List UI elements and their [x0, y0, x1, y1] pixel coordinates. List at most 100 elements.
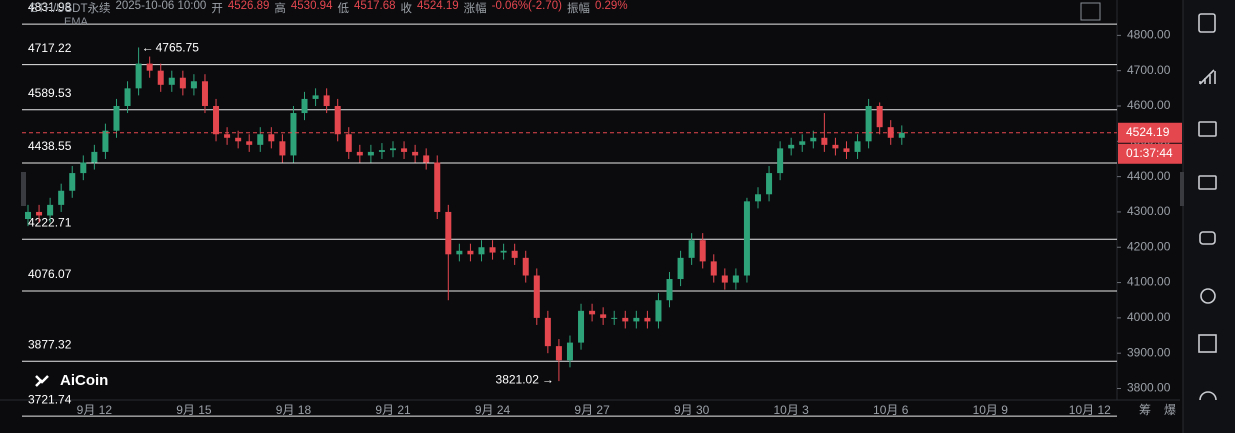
field-value: 0.29%: [594, 0, 628, 12]
y-tick-label: 4800.00: [1127, 28, 1171, 42]
candle-body: [257, 134, 264, 145]
candle-body: [600, 314, 607, 318]
x-tick-label: 10月 6: [873, 403, 909, 417]
candle-body: [799, 141, 806, 145]
candle-body: [876, 105, 883, 128]
icon[interactable]: [1200, 288, 1216, 304]
y-tick-label: 4000.00: [1127, 310, 1171, 324]
candle-body: [522, 257, 529, 276]
candle-body: [190, 81, 197, 89]
candle-body: [135, 63, 142, 89]
candle-body: [854, 141, 861, 152]
field-value: 4530.94: [290, 0, 333, 12]
candle-body: [644, 317, 651, 322]
corner-label[interactable]: 爆: [1164, 403, 1176, 417]
icon[interactable]: [1198, 121, 1217, 137]
field-label: 收: [400, 3, 413, 15]
candle-body: [755, 194, 761, 202]
candle-body: [157, 70, 164, 85]
indicator[interactable]: EMA: [64, 16, 88, 28]
icon[interactable]: [1199, 69, 1216, 85]
countdown: 01:37:44: [1126, 146, 1173, 160]
icon[interactable]: [1199, 231, 1216, 245]
candle-body: [589, 310, 596, 315]
candle-body: [246, 141, 253, 145]
candle-body: [36, 211, 43, 216]
candle-body: [467, 250, 474, 255]
candle-body: [279, 141, 286, 156]
candle-body: [677, 257, 684, 280]
icon[interactable]: [1198, 13, 1216, 33]
candle-body: [511, 250, 518, 258]
field-value: 4526.89: [227, 0, 270, 12]
countdown-tag: [1118, 143, 1182, 164]
candle-body: [743, 201, 750, 276]
icon[interactable]: [1198, 334, 1217, 353]
candle-body: [47, 204, 54, 216]
candle-body: [843, 148, 850, 152]
candle-body: [688, 240, 695, 258]
candle-body: [423, 155, 430, 163]
logo: AiCoin: [60, 372, 108, 389]
candle-body: [356, 151, 363, 156]
candle-body: [201, 81, 208, 106]
x-tick-label: 9月 15: [176, 403, 212, 417]
x-tick-label: 10月 3: [774, 403, 810, 417]
ohlc-header: ETH/USDT永续 2025-10-06 10:00 开 4526.89 高 453…: [30, 0, 628, 15]
corner-label[interactable]: 筹: [1139, 403, 1151, 417]
candle-body: [633, 317, 640, 322]
x-tick-label: 10月 9: [973, 403, 1009, 417]
y-tick-label: 4200.00: [1127, 239, 1171, 253]
candle-body: [235, 137, 242, 142]
symbol: ETH/USDT永续: [30, 3, 111, 15]
low-annotation: 3821.02: [496, 372, 540, 386]
sidebar-icons: [1198, 13, 1217, 401]
y-tick-label: 4600.00: [1127, 98, 1171, 112]
candle-body: [766, 173, 773, 195]
candle-body: [721, 275, 728, 283]
candle-body: [566, 342, 573, 361]
candle-body: [821, 137, 828, 145]
candle-body: [91, 151, 98, 163]
icon[interactable]: [1198, 175, 1217, 190]
x-tick-label: 10月 12: [1069, 403, 1111, 417]
candle-body: [80, 162, 87, 174]
candle-body: [544, 317, 551, 347]
field-value: 4517.68: [353, 0, 396, 12]
candle-body: [445, 211, 452, 255]
candle-body: [69, 173, 76, 191]
field-label: 涨幅: [463, 3, 487, 15]
panel-handle[interactable]: [1180, 172, 1184, 206]
candle-body: [710, 261, 717, 276]
candle-body: [622, 317, 629, 322]
candle-body: [777, 148, 784, 174]
x-tick-label: 9月 18: [276, 403, 312, 417]
candle-body: [367, 151, 374, 156]
candle-body: [578, 310, 585, 343]
candle-body: [224, 134, 231, 138]
field-label: 低: [337, 3, 349, 15]
x-tick-label: 9月 27: [574, 403, 610, 417]
x-tick-label: 9月 12: [77, 403, 113, 417]
candle-body: [323, 95, 330, 106]
candle-body: [810, 137, 817, 142]
panel-handle[interactable]: [21, 172, 26, 206]
candle-body: [456, 250, 463, 255]
candle-body: [478, 247, 485, 255]
time: 2025-10-06 10:00: [115, 0, 207, 12]
candle-body: [732, 275, 739, 283]
field-value: 4524.19: [417, 0, 459, 12]
candle-body: [378, 150, 385, 152]
last-price: 4524.19: [1126, 125, 1170, 139]
candle-body: [268, 134, 275, 142]
sidebar: [1183, 0, 1235, 433]
candle-body: [611, 317, 618, 319]
high-annotation-arrow: ←: [142, 41, 154, 55]
level-label: 4831.98: [28, 0, 72, 14]
fullscreen-button[interactable]: [1080, 2, 1101, 21]
y-tick-label: 4400.00: [1127, 169, 1171, 183]
candle-body: [345, 134, 352, 152]
logo-mark: [35, 375, 49, 387]
icon[interactable]: [1199, 391, 1217, 401]
